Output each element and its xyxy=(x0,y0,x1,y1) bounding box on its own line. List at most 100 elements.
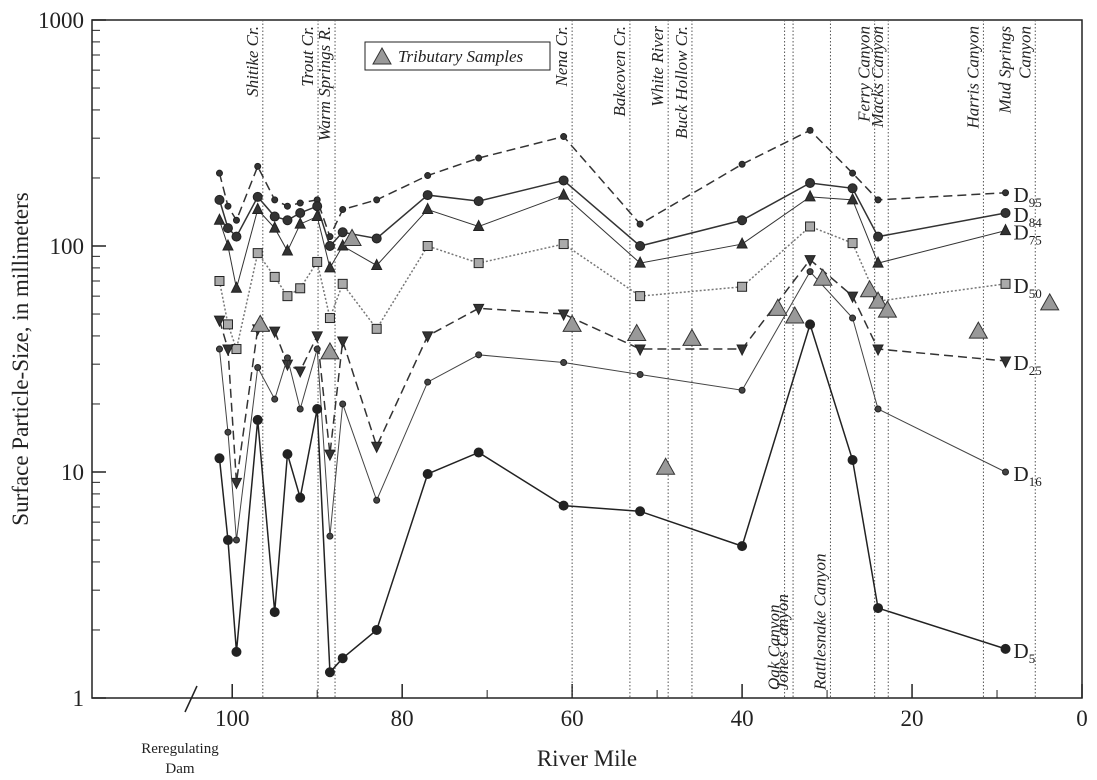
point xyxy=(736,344,748,357)
x-tick-label: 100 xyxy=(215,706,250,731)
tributary-label: Bakeoven Cr. xyxy=(610,26,629,117)
point xyxy=(339,400,347,408)
point xyxy=(849,169,857,177)
point xyxy=(324,449,336,462)
point xyxy=(269,271,280,282)
point xyxy=(252,191,263,202)
point xyxy=(635,291,646,302)
point xyxy=(1000,207,1011,218)
point xyxy=(232,216,240,224)
point xyxy=(421,331,434,344)
point xyxy=(560,133,568,141)
point xyxy=(873,231,884,242)
tributary-label: Rattlesnake Canyon xyxy=(810,554,829,691)
point xyxy=(230,477,243,490)
point xyxy=(326,532,334,540)
point xyxy=(806,126,814,134)
tributary-label: Nena Cr. xyxy=(552,26,571,87)
point xyxy=(222,344,234,357)
point xyxy=(336,336,349,349)
point xyxy=(252,414,263,425)
dam-label: Reregulating xyxy=(141,741,219,757)
point xyxy=(371,233,382,244)
point xyxy=(557,187,570,200)
series-label: D50 xyxy=(1014,274,1042,301)
point xyxy=(337,278,348,289)
series-line xyxy=(218,270,1006,541)
point xyxy=(847,183,858,194)
point xyxy=(215,345,223,353)
tributary-sample xyxy=(655,457,676,475)
point xyxy=(311,209,324,222)
point xyxy=(324,667,335,678)
point xyxy=(269,211,280,222)
point xyxy=(736,236,748,249)
point xyxy=(421,202,434,215)
point xyxy=(230,281,243,293)
x-tick-label: 0 xyxy=(1076,706,1088,731)
series-line xyxy=(218,179,1006,248)
tributary-label: Canyon xyxy=(1015,26,1034,79)
point xyxy=(224,428,232,436)
tributary-sample xyxy=(682,328,702,346)
point xyxy=(373,496,381,504)
x-tick-label: 80 xyxy=(391,706,414,731)
tributary-label: Oak Canyon xyxy=(765,605,784,690)
point xyxy=(295,207,306,218)
x-tick-label: 40 xyxy=(731,706,754,731)
tributary-sample xyxy=(320,341,340,360)
point xyxy=(294,216,307,229)
dam-label: Dam xyxy=(165,761,194,777)
series-line xyxy=(218,129,1006,239)
tributary-sample xyxy=(877,300,898,318)
point xyxy=(999,223,1012,236)
y-tick-label: 100 xyxy=(50,234,85,259)
tributary-label: Macks Canyon xyxy=(868,26,887,129)
legend-symbol xyxy=(372,46,392,65)
point xyxy=(215,169,223,177)
series-line xyxy=(218,225,1006,352)
point xyxy=(370,258,383,270)
point xyxy=(634,344,646,357)
plot-frame xyxy=(91,19,1083,699)
point xyxy=(872,344,884,357)
x-tick-label: 20 xyxy=(901,706,924,731)
point xyxy=(472,219,485,231)
point xyxy=(214,276,225,287)
point xyxy=(558,175,569,186)
tributary-sample xyxy=(784,305,805,324)
point xyxy=(312,201,323,212)
point xyxy=(737,281,748,292)
tributary-label: Jones Canyon xyxy=(773,594,792,690)
point xyxy=(324,260,336,273)
point xyxy=(268,326,281,339)
y-axis-label: Surface Particle-Size, in millimeters xyxy=(8,192,33,525)
point xyxy=(268,220,281,233)
point xyxy=(214,453,225,464)
series-label: D16 xyxy=(1014,462,1043,489)
point xyxy=(847,238,858,249)
y-tick-label: 1000 xyxy=(38,8,84,33)
point xyxy=(806,268,814,276)
point xyxy=(295,492,306,503)
point xyxy=(635,506,646,517)
point xyxy=(873,603,884,614)
point xyxy=(252,248,263,259)
point xyxy=(560,359,568,367)
y-tick-label: 10 xyxy=(61,460,84,485)
point xyxy=(422,241,433,251)
point xyxy=(231,231,242,242)
point xyxy=(222,319,233,330)
point xyxy=(282,449,293,460)
point xyxy=(557,309,570,322)
point xyxy=(635,241,646,251)
point xyxy=(296,405,304,413)
point xyxy=(846,291,859,304)
point xyxy=(282,215,293,226)
point xyxy=(213,213,226,225)
point xyxy=(849,314,857,322)
y-tick-label: 1 xyxy=(73,686,85,711)
point xyxy=(295,283,306,294)
point xyxy=(312,256,323,267)
point xyxy=(222,535,233,546)
